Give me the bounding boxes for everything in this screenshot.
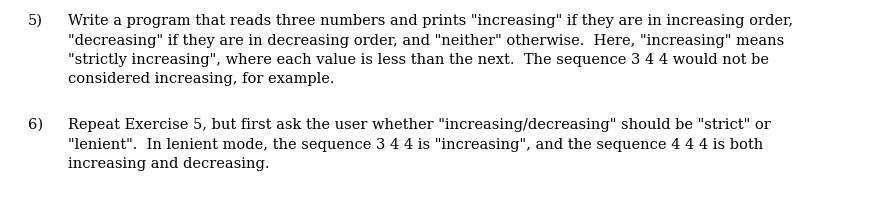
- Text: Write a program that reads three numbers and prints "increasing" if they are in : Write a program that reads three numbers…: [68, 14, 793, 28]
- Text: "lenient".  In lenient mode, the sequence 3 4 4 is "increasing", and the sequenc: "lenient". In lenient mode, the sequence…: [68, 138, 763, 152]
- Text: "decreasing" if they are in decreasing order, and "neither" otherwise.  Here, "i: "decreasing" if they are in decreasing o…: [68, 34, 784, 48]
- Text: 5): 5): [28, 14, 43, 28]
- Text: increasing and decreasing.: increasing and decreasing.: [68, 157, 269, 171]
- Text: "strictly increasing", where each value is less than the next.  The sequence 3 4: "strictly increasing", where each value …: [68, 53, 769, 67]
- Text: Repeat Exercise 5, but first ask the user whether "increasing/decreasing" should: Repeat Exercise 5, but first ask the use…: [68, 118, 771, 132]
- Text: 6): 6): [28, 118, 43, 132]
- Text: considered increasing, for example.: considered increasing, for example.: [68, 73, 335, 86]
